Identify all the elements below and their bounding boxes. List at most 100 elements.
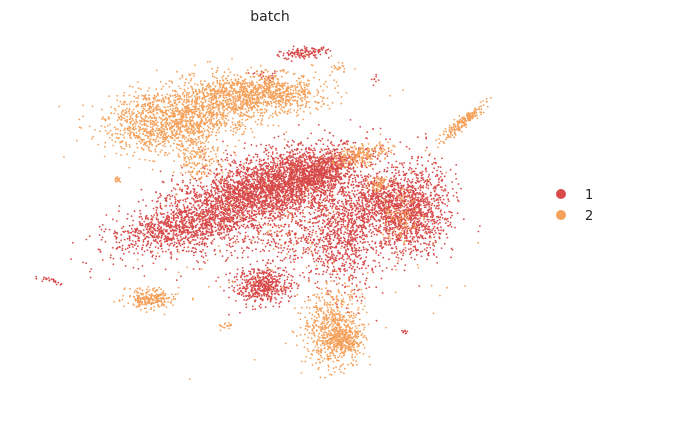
data-point: [254, 210, 256, 213]
data-point: [248, 206, 251, 209]
data-point: [287, 140, 289, 143]
data-point: [180, 218, 183, 221]
data-point: [310, 132, 313, 135]
data-point: [179, 199, 182, 202]
data-point: [173, 243, 176, 246]
data-point: [108, 228, 111, 231]
data-point: [244, 171, 247, 174]
data-point: [192, 268, 195, 270]
data-point: [131, 240, 134, 242]
data-point: [191, 206, 193, 209]
data-point: [203, 200, 206, 203]
data-point: [295, 190, 298, 193]
data-point: [230, 225, 233, 228]
data-point: [217, 180, 220, 182]
data-point: [311, 163, 314, 165]
data-point: [259, 178, 262, 181]
data-point: [221, 216, 223, 219]
data-point: [240, 167, 243, 169]
data-point: [226, 188, 229, 191]
data-point: [183, 246, 186, 249]
data-point: [319, 196, 322, 199]
data-point: [142, 224, 144, 227]
data-point: [327, 148, 330, 151]
data-point: [327, 158, 330, 161]
data-point: [280, 161, 282, 164]
data-point: [269, 214, 272, 217]
data-point: [277, 178, 280, 181]
data-point: [126, 237, 129, 240]
data-point: [268, 206, 270, 208]
data-point: [220, 194, 223, 197]
data-point: [230, 154, 233, 157]
data-point: [171, 211, 174, 214]
data-point: [304, 154, 307, 156]
data-point: [355, 218, 358, 221]
data-point: [192, 254, 195, 257]
data-point: [201, 188, 204, 191]
data-point: [234, 193, 237, 196]
data-point: [291, 201, 294, 204]
data-point: [290, 161, 292, 164]
data-point: [191, 234, 193, 236]
data-point: [197, 234, 200, 237]
data-point: [274, 189, 277, 192]
data-point: [273, 207, 276, 209]
data-point: [279, 199, 282, 202]
data-point: [191, 217, 194, 219]
data-point: [276, 169, 279, 172]
data-point: [295, 173, 298, 176]
data-point: [306, 175, 308, 178]
data-point: [172, 233, 175, 236]
data-point: [279, 170, 282, 172]
data-point: [118, 210, 120, 213]
data-point: [310, 149, 313, 151]
data-point: [335, 212, 338, 215]
data-point: [248, 213, 251, 216]
data-point: [208, 218, 211, 221]
data-point: [250, 191, 253, 194]
data-point: [327, 139, 329, 142]
data-point: [169, 223, 172, 226]
data-point: [247, 167, 249, 170]
data-point: [344, 263, 346, 266]
data-point: [240, 224, 243, 227]
data-point: [158, 228, 160, 231]
data-point: [214, 203, 216, 206]
data-point: [295, 192, 298, 195]
data-point: [315, 194, 318, 197]
data-point: [333, 144, 335, 147]
data-point: [252, 197, 255, 200]
data-point: [217, 188, 220, 191]
data-point: [239, 181, 242, 184]
data-point: [154, 233, 157, 236]
data-point: [357, 174, 359, 177]
data-point: [290, 149, 293, 152]
data-point: [334, 180, 337, 183]
data-point: [215, 173, 218, 176]
data-point: [198, 196, 201, 198]
data-point: [201, 202, 204, 204]
data-point: [306, 178, 309, 181]
data-point: [222, 227, 225, 230]
data-point: [154, 236, 156, 239]
data-point: [365, 279, 367, 282]
data-point: [301, 160, 304, 163]
data-point: [281, 206, 284, 209]
data-point: [266, 167, 269, 170]
data-point: [328, 157, 331, 159]
data-point: [260, 168, 263, 171]
data-point: [275, 200, 278, 203]
data-point: [303, 200, 306, 203]
data-point: [220, 168, 223, 171]
data-point: [214, 253, 217, 256]
data-point: [265, 153, 268, 156]
data-point: [252, 156, 255, 159]
data-point: [170, 213, 173, 215]
data-point: [159, 206, 162, 209]
data-point: [340, 186, 342, 189]
data-point: [160, 229, 163, 232]
data-point: [352, 170, 355, 172]
data-point: [162, 216, 165, 219]
data-point: [237, 195, 240, 198]
